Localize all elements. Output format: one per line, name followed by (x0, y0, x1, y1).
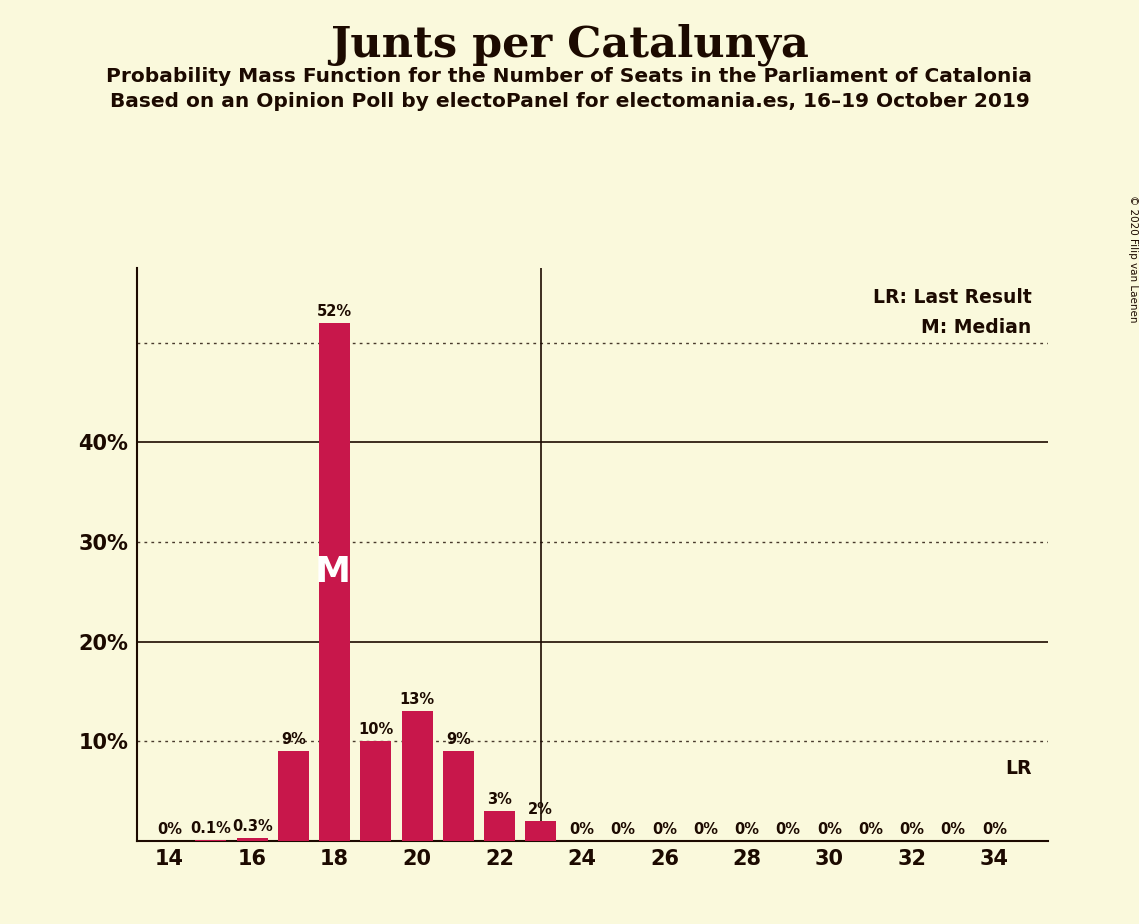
Bar (319, 322, 350, 841)
Text: 0.1%: 0.1% (190, 821, 231, 836)
Bar (443, 751, 474, 841)
Bar (278, 751, 309, 841)
Text: M: Median: M: Median (921, 318, 1032, 336)
Text: 10%: 10% (358, 723, 393, 737)
Bar (360, 741, 392, 841)
Text: 2%: 2% (528, 802, 554, 817)
Text: 0%: 0% (941, 821, 966, 837)
Text: 0%: 0% (735, 821, 760, 837)
Text: © 2020 Filip van Laenen: © 2020 Filip van Laenen (1129, 195, 1138, 322)
Text: 0.3%: 0.3% (231, 819, 272, 833)
Text: 3%: 3% (487, 792, 511, 807)
Text: 0%: 0% (982, 821, 1007, 837)
Bar (484, 811, 515, 841)
Text: 0%: 0% (776, 821, 801, 837)
Text: 0%: 0% (157, 821, 182, 837)
Text: Junts per Catalunya: Junts per Catalunya (330, 23, 809, 66)
Bar (196, 840, 227, 841)
Text: LR: Last Result: LR: Last Result (872, 288, 1032, 307)
Bar (237, 838, 268, 841)
Text: 0%: 0% (570, 821, 595, 837)
Bar (402, 711, 433, 841)
Text: M: M (314, 554, 351, 589)
Text: 52%: 52% (317, 304, 352, 319)
Text: 9%: 9% (445, 732, 470, 748)
Text: LR: LR (1005, 760, 1032, 778)
Text: 0%: 0% (611, 821, 636, 837)
Text: 0%: 0% (900, 821, 925, 837)
Text: 0%: 0% (694, 821, 719, 837)
Text: 0%: 0% (817, 821, 842, 837)
Text: Based on an Opinion Poll by electoPanel for electomania.es, 16–19 October 2019: Based on an Opinion Poll by electoPanel … (109, 92, 1030, 112)
Text: 13%: 13% (400, 692, 435, 708)
Text: 0%: 0% (652, 821, 677, 837)
Text: Probability Mass Function for the Number of Seats in the Parliament of Catalonia: Probability Mass Function for the Number… (107, 67, 1032, 86)
Text: 0%: 0% (858, 821, 883, 837)
Bar (525, 821, 556, 841)
Text: 9%: 9% (281, 732, 305, 748)
